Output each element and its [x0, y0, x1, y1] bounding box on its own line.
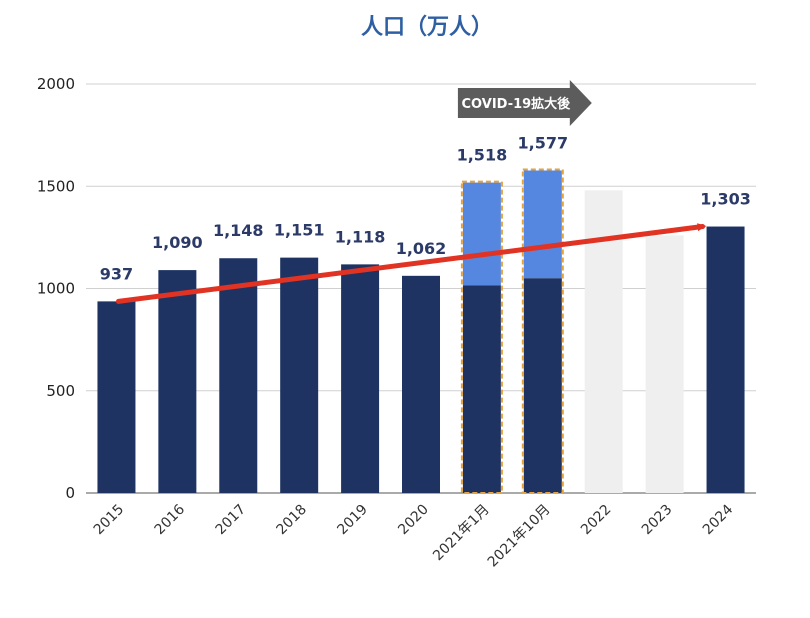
x-tick-label: 2023 [639, 502, 676, 539]
data-label: 1,151 [274, 221, 325, 240]
bar [219, 258, 258, 493]
y-tick-label: 2000 [37, 75, 75, 93]
data-label: 1,062 [396, 239, 447, 258]
bar [158, 270, 197, 493]
bar [402, 275, 440, 493]
bar [280, 257, 319, 493]
bar [341, 264, 380, 493]
covid-arrow-label: COVID-19拡大後 [462, 96, 572, 112]
x-tick-label: 2018 [273, 502, 310, 539]
bar-segment-base [462, 285, 501, 493]
data-label: 1,518 [457, 146, 508, 165]
bars [97, 168, 745, 494]
x-tick-label: 2015 [91, 502, 128, 539]
annotations: COVID-19拡大後 [115, 80, 707, 304]
data-label: 1,577 [518, 134, 569, 153]
y-tick-label: 0 [65, 484, 75, 502]
bar [97, 301, 136, 493]
data-label: 1,303 [700, 190, 751, 209]
data-label: 937 [100, 264, 133, 283]
y-axis: 0 500 1000 1500 2000 [37, 75, 75, 502]
bar-segment-increase [523, 170, 562, 279]
x-tick-label: 2021年1月 [430, 502, 493, 565]
bar-segment-base [523, 278, 562, 493]
x-tick-label: 2016 [152, 501, 189, 538]
trend-line [115, 223, 707, 304]
chart-title: 人口（万人） [361, 15, 493, 40]
value-labels: 937 1,090 1,148 1,151 1,118 1,062 1,518 1,577 1,… [100, 134, 751, 284]
x-tick-label: 2024 [700, 501, 737, 538]
bar-dashed-outline [521, 168, 564, 494]
data-label: 1,090 [152, 233, 203, 252]
x-tick-label: 2021年10月 [485, 502, 554, 571]
y-tick-label: 1500 [37, 177, 75, 195]
data-label: 1,118 [335, 227, 386, 246]
data-label: 1,148 [213, 221, 264, 240]
x-tick-label: 2020 [395, 502, 432, 539]
covid-arrow-shape [457, 80, 592, 126]
bar-dashed-outline [460, 180, 503, 494]
bar-segment-increase [462, 182, 501, 286]
x-tick-label: 2019 [334, 502, 371, 539]
y-tick-label: 1000 [37, 280, 75, 298]
bar-ghost [645, 235, 684, 493]
x-tick-label: 2022 [578, 502, 615, 539]
y-tick-label: 500 [46, 382, 75, 400]
bar [706, 226, 745, 493]
x-tick-label: 2017 [213, 502, 250, 539]
